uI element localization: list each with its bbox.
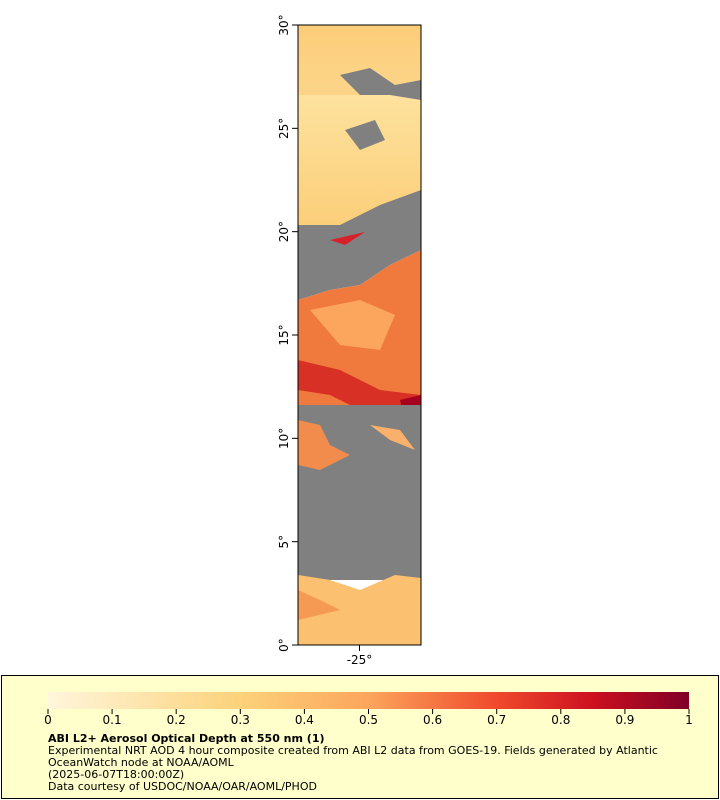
colorbar-tick-label: 0.2 bbox=[167, 713, 186, 727]
lat-tick-label: 10° bbox=[277, 428, 291, 449]
colorbar-tick-label: 0.4 bbox=[295, 713, 314, 727]
colorbar-tick-label: 0 bbox=[44, 713, 52, 727]
aod-image bbox=[298, 25, 421, 645]
colorbar-tick-label: 0.7 bbox=[487, 713, 506, 727]
legend-title: ABI L2+ Aerosol Optical Depth at 550 nm … bbox=[48, 732, 325, 745]
lat-tick-label: 30° bbox=[277, 14, 291, 35]
lon-tick-label: -25° bbox=[347, 653, 373, 667]
legend-credit: Data courtesy of USDOC/NOAA/OAR/AOML/PHO… bbox=[48, 780, 317, 793]
colorbar-tick-label: 0.9 bbox=[615, 713, 634, 727]
colorbar-tick-label: 0.5 bbox=[359, 713, 378, 727]
colorbar-ramp bbox=[48, 692, 689, 709]
colorbar-tick-label: 1 bbox=[685, 713, 693, 727]
lat-tick-label: 0° bbox=[277, 638, 291, 652]
lat-tick-label: 15° bbox=[277, 324, 291, 345]
legend: 0 0.1 0.2 0.3 0.4 0.5 0.6 0.7 0.8 0.9 1 ABI L2+ Ae… bbox=[1, 675, 719, 799]
legend-time: (2025-06-07T18:00:00Z) bbox=[48, 768, 185, 781]
map: 0° 5° 10° 15° 20° 25° 30° -25° bbox=[277, 14, 422, 667]
lat-tick-label: 20° bbox=[277, 221, 291, 242]
colorbar-tick-label: 0.6 bbox=[423, 713, 442, 727]
lat-tick-label: 25° bbox=[277, 118, 291, 139]
legend-description: Experimental NRT AOD 4 hour composite cr… bbox=[48, 744, 658, 769]
colorbar-area: 0 0.1 0.2 0.3 0.4 0.5 0.6 0.7 0.8 0.9 1 bbox=[44, 692, 693, 727]
colorbar-tick-label: 0.1 bbox=[103, 713, 122, 727]
lat-tick-label: 5° bbox=[277, 535, 291, 549]
colorbar-tick-label: 0.3 bbox=[231, 713, 250, 727]
colorbar-tick-label: 0.8 bbox=[551, 713, 570, 727]
